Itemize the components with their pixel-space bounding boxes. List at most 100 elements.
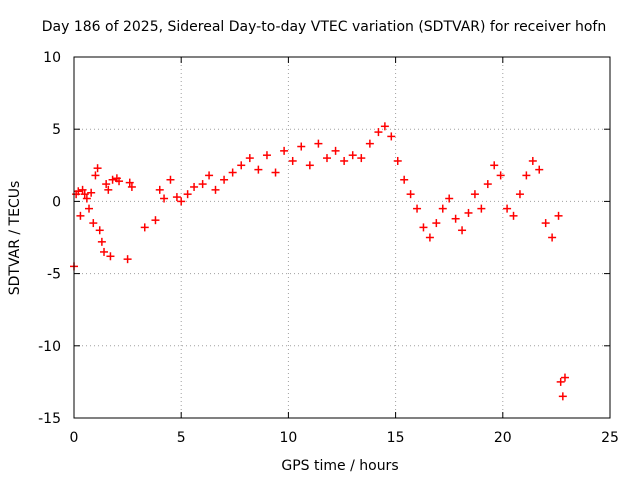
data-point bbox=[97, 237, 106, 246]
data-point bbox=[140, 223, 149, 232]
x-axis-label: GPS time / hours bbox=[281, 458, 398, 474]
data-point bbox=[470, 190, 479, 199]
data-point bbox=[190, 182, 199, 191]
data-point bbox=[438, 204, 447, 213]
x-tick-label: 20 bbox=[494, 430, 512, 446]
y-tick-label: 10 bbox=[43, 50, 61, 66]
data-point bbox=[528, 156, 537, 165]
tick-labels: 0 5 10 15 20 25 -15 -10 -5 0 5 10 bbox=[38, 50, 619, 446]
data-point bbox=[205, 171, 214, 180]
data-point bbox=[464, 208, 473, 217]
data-point bbox=[297, 142, 306, 151]
data-point bbox=[76, 211, 85, 220]
data-point bbox=[106, 252, 115, 261]
data-point bbox=[89, 219, 98, 228]
data-point bbox=[198, 180, 207, 189]
data-point bbox=[123, 255, 132, 264]
data-point bbox=[280, 146, 289, 155]
data-point bbox=[548, 233, 557, 242]
data-point bbox=[108, 175, 117, 184]
data-point bbox=[262, 151, 271, 160]
data-point bbox=[477, 204, 486, 213]
data-point bbox=[288, 156, 297, 165]
data-point bbox=[322, 154, 331, 163]
data-point bbox=[177, 197, 186, 206]
data-point bbox=[220, 175, 229, 184]
data-point bbox=[160, 194, 169, 203]
y-tick-label: 5 bbox=[52, 122, 61, 138]
data-point bbox=[127, 182, 136, 191]
data-point bbox=[515, 190, 524, 199]
data-point bbox=[331, 146, 340, 155]
data-point bbox=[211, 185, 220, 194]
x-tick-label: 10 bbox=[279, 430, 297, 446]
data-point bbox=[348, 151, 357, 160]
data-point bbox=[237, 161, 246, 170]
data-point bbox=[102, 180, 111, 189]
data-point bbox=[365, 139, 374, 148]
data-point bbox=[432, 219, 441, 228]
data-point bbox=[155, 185, 164, 194]
data-point bbox=[451, 214, 460, 223]
data-points bbox=[70, 122, 569, 401]
data-point bbox=[393, 156, 402, 165]
x-tick-label: 15 bbox=[387, 430, 405, 446]
data-point bbox=[522, 171, 531, 180]
data-point bbox=[535, 165, 544, 174]
plot-frame bbox=[73, 56, 611, 419]
data-point bbox=[271, 168, 280, 177]
data-point bbox=[556, 377, 565, 386]
data-point bbox=[166, 175, 175, 184]
data-point bbox=[95, 226, 104, 235]
data-point bbox=[406, 190, 415, 199]
data-point bbox=[245, 154, 254, 163]
data-point bbox=[91, 171, 100, 180]
data-point bbox=[115, 177, 124, 186]
data-point bbox=[357, 154, 366, 163]
data-point bbox=[104, 185, 113, 194]
data-point bbox=[125, 178, 134, 187]
y-tick-label: -15 bbox=[38, 411, 61, 427]
data-point bbox=[387, 132, 396, 141]
data-point bbox=[380, 122, 389, 131]
data-point bbox=[82, 194, 91, 203]
y-tick-label: -5 bbox=[47, 267, 61, 283]
data-point bbox=[541, 219, 550, 228]
data-point bbox=[374, 128, 383, 137]
x-tick-label: 5 bbox=[177, 430, 186, 446]
data-point bbox=[100, 247, 109, 256]
y-tick-label: -10 bbox=[38, 339, 61, 355]
data-point bbox=[425, 233, 434, 242]
data-point bbox=[78, 185, 87, 194]
grid bbox=[74, 57, 610, 418]
data-point bbox=[305, 161, 314, 170]
x-tick-label: 25 bbox=[601, 430, 619, 446]
data-point bbox=[554, 211, 563, 220]
data-point bbox=[87, 188, 96, 197]
data-point bbox=[228, 168, 237, 177]
data-point bbox=[74, 187, 83, 196]
x-tick-label: 0 bbox=[70, 430, 79, 446]
data-point bbox=[254, 165, 263, 174]
data-point bbox=[483, 180, 492, 189]
data-point bbox=[85, 204, 94, 213]
chart-title: Day 186 of 2025, Sidereal Day-to-day VTE… bbox=[42, 19, 606, 35]
data-point bbox=[80, 190, 89, 199]
data-point bbox=[419, 223, 428, 232]
data-point bbox=[413, 204, 422, 213]
data-point bbox=[490, 161, 499, 170]
data-point bbox=[496, 171, 505, 180]
data-point bbox=[314, 139, 323, 148]
data-point bbox=[183, 190, 192, 199]
data-point bbox=[560, 373, 569, 382]
data-point bbox=[509, 211, 518, 220]
data-point bbox=[340, 156, 349, 165]
y-tick-label: 0 bbox=[52, 194, 61, 210]
data-point bbox=[503, 204, 512, 213]
data-point bbox=[458, 226, 467, 235]
y-axis-label: SDTVAR / TECUs bbox=[7, 181, 23, 296]
data-point bbox=[558, 392, 567, 401]
data-point bbox=[172, 193, 181, 202]
